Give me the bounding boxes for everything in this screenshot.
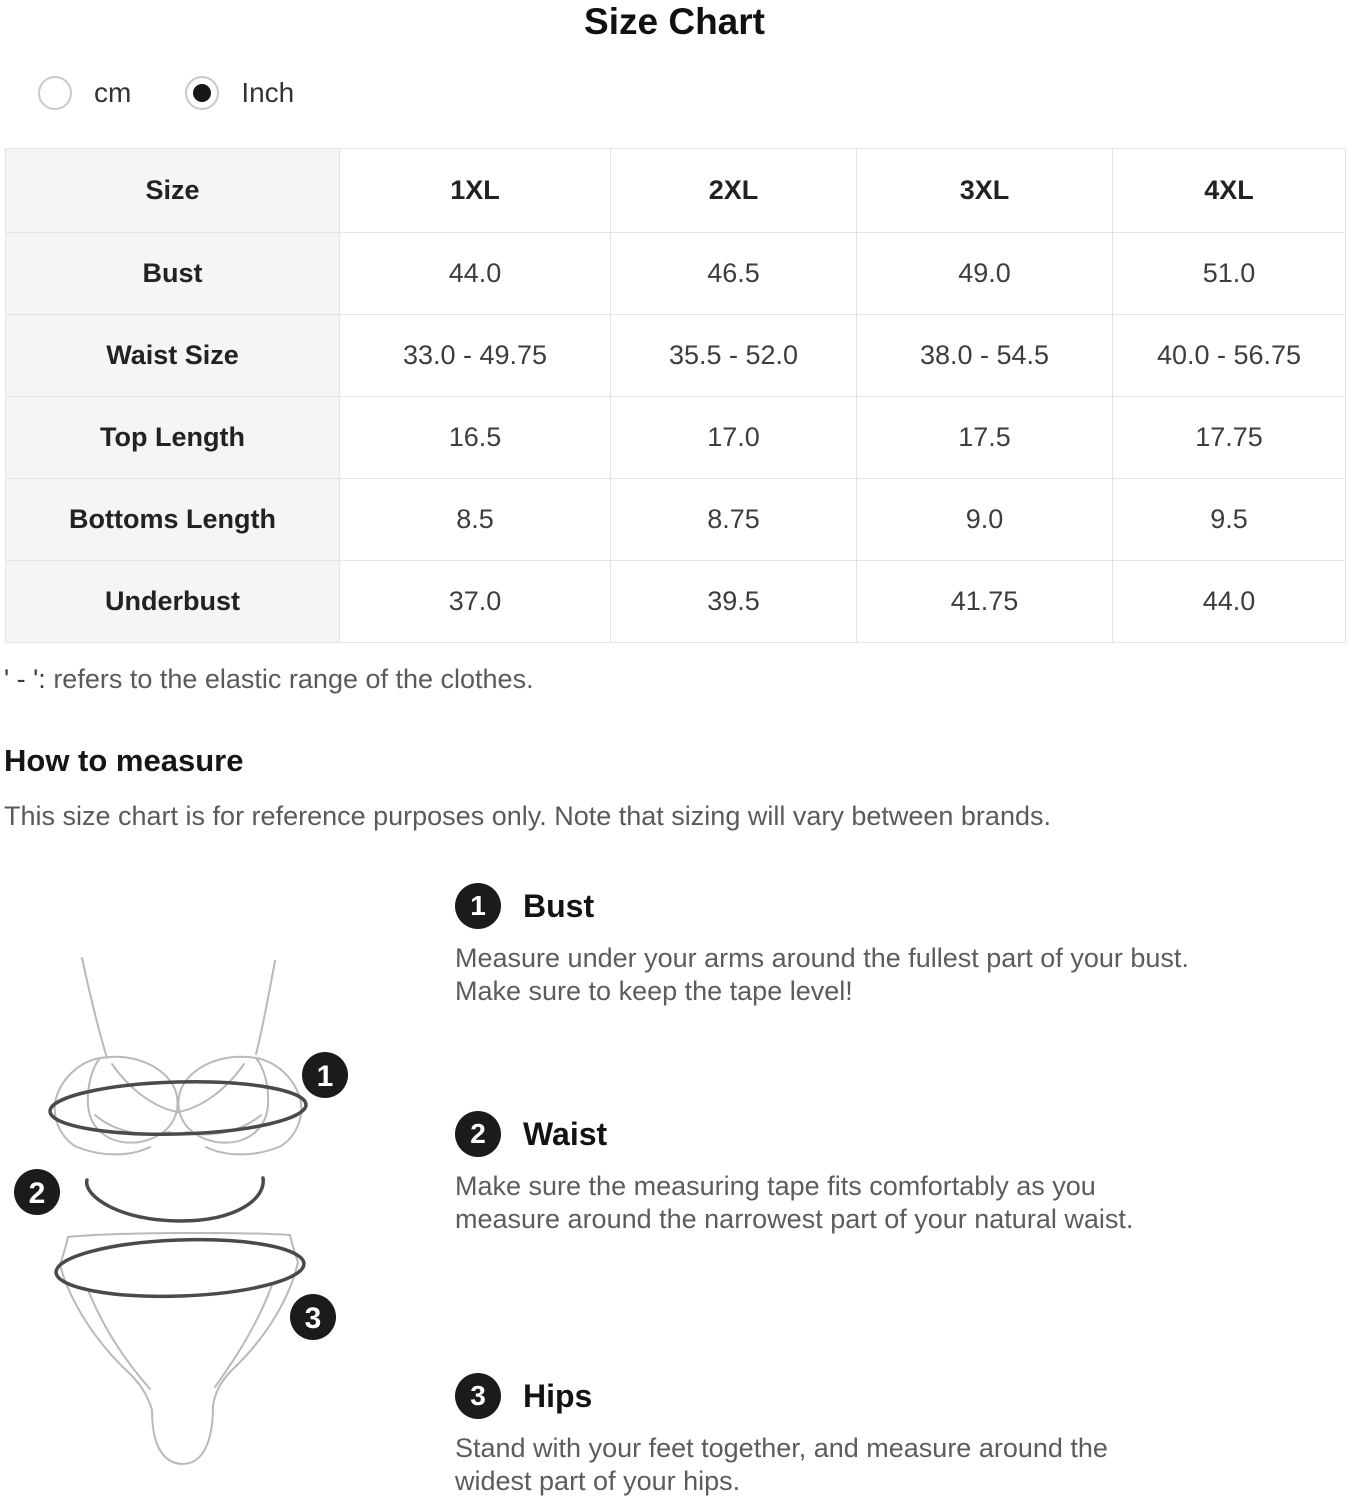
measure-step-waist: 2 Waist Make sure the measuring tape fit… [455,1111,1155,1236]
row-label: Bust [5,232,340,315]
col-header-1xl: 1XL [339,148,611,233]
step-header: 1 Bust [455,883,1210,929]
cell-value: 17.0 [610,396,857,479]
figure-badge-3 [290,1294,336,1340]
cell-value: 44.0 [339,232,611,315]
col-header-size: Size [5,148,340,233]
cell-value: 17.75 [1112,396,1346,479]
row-label: Underbust [5,560,340,643]
measuring-tape-lines [48,1080,308,1299]
cell-value: 41.75 [856,560,1113,643]
table-row-bottoms-length: Bottoms Length 8.5 8.75 9.0 9.5 [5,478,1346,561]
radio-cm-label[interactable]: cm [94,77,132,108]
row-label: Bottoms Length [5,478,340,561]
hips-tape [54,1237,306,1299]
waist-tape [85,1176,265,1223]
radio-inch-label[interactable]: Inch [241,77,295,108]
cell-value: 49.0 [856,232,1113,315]
step-3-badge: 3 [455,1373,501,1419]
figure-badge-2 [14,1169,60,1215]
table-row-top-length: Top Length 16.5 17.0 17.5 17.75 [5,396,1346,479]
step-2-title: Waist [523,1115,608,1152]
size-table: Size 1XL 2XL 3XL 4XL Bust 44.0 46.5 49.0… [5,148,1346,643]
radio-inch[interactable] [185,76,220,110]
table-row-bust: Bust 44.0 46.5 49.0 51.0 [5,232,1346,315]
step-2-badge: 2 [455,1111,501,1157]
elastic-range-note: ' - ': refers to the elastic range of th… [4,662,534,696]
figure-badge-1-number: 1 [317,1060,334,1093]
table-header-row: Size 1XL 2XL 3XL 4XL [5,148,1346,233]
figure-badges: 1 2 3 [14,1052,348,1340]
bikini-bottom-outline [59,1231,299,1466]
bikini-measurement-illustration: 1 2 3 [14,957,348,1466]
step-3-title: Hips [523,1377,593,1414]
how-to-measure-heading: How to measure [4,743,244,778]
cell-value: 9.5 [1112,478,1346,561]
row-label: Top Length [5,396,340,479]
step-3-description: Stand with your feet together, and measu… [455,1433,1108,1496]
bust-tape [48,1080,308,1136]
radio-cm[interactable] [38,76,72,110]
col-header-2xl: 2XL [610,148,857,233]
cell-value: 39.5 [610,560,857,643]
unit-toggle: cm Inch [38,76,294,110]
cell-value: 16.5 [339,396,611,479]
how-to-measure-intro: This size chart is for reference purpose… [4,801,1051,831]
cell-value: 44.0 [1112,560,1346,643]
cell-value: 8.75 [610,478,857,561]
measure-step-hips: 3 Hips Stand with your feet together, an… [455,1373,1185,1498]
cell-value: 46.5 [610,232,857,315]
bikini-top-outline [53,957,303,1156]
step-2-description: Make sure the measuring tape fits comfor… [455,1171,1134,1234]
cell-value: 37.0 [339,560,611,643]
note-text: refers to the elastic range of the cloth… [45,664,534,694]
cell-value: 35.5 - 52.0 [610,314,857,397]
cell-value: 9.0 [856,478,1113,561]
radio-selected-dot [193,84,212,102]
measure-step-bust: 1 Bust Measure under your arms around th… [455,883,1210,1008]
figure-badge-2-number: 2 [29,1177,46,1210]
cell-value: 17.5 [856,396,1113,479]
cell-value: 40.0 - 56.75 [1112,314,1346,397]
step-1-badge: 1 [455,883,501,929]
table-row-underbust: Underbust 37.0 39.5 41.75 44.0 [5,560,1346,643]
step-1-description: Measure under your arms around the fulle… [455,943,1189,1006]
col-header-4xl: 4XL [1112,148,1346,233]
table-row-waist-size: Waist Size 33.0 - 49.75 35.5 - 52.0 38.0… [5,314,1346,397]
figure-badge-1 [302,1052,348,1098]
step-header: 2 Waist [455,1111,1155,1157]
figure-badge-3-number: 3 [305,1302,322,1335]
row-label: Waist Size [5,314,340,397]
step-header: 3 Hips [455,1373,1185,1419]
step-1-title: Bust [523,887,595,924]
cell-value: 51.0 [1112,232,1346,315]
cell-value: 8.5 [339,478,611,561]
col-header-3xl: 3XL [856,148,1113,233]
note-prefix: ' - ': [4,664,46,694]
page-title: Size Chart [584,1,765,42]
cell-value: 38.0 - 54.5 [856,314,1113,397]
cell-value: 33.0 - 49.75 [339,314,611,397]
